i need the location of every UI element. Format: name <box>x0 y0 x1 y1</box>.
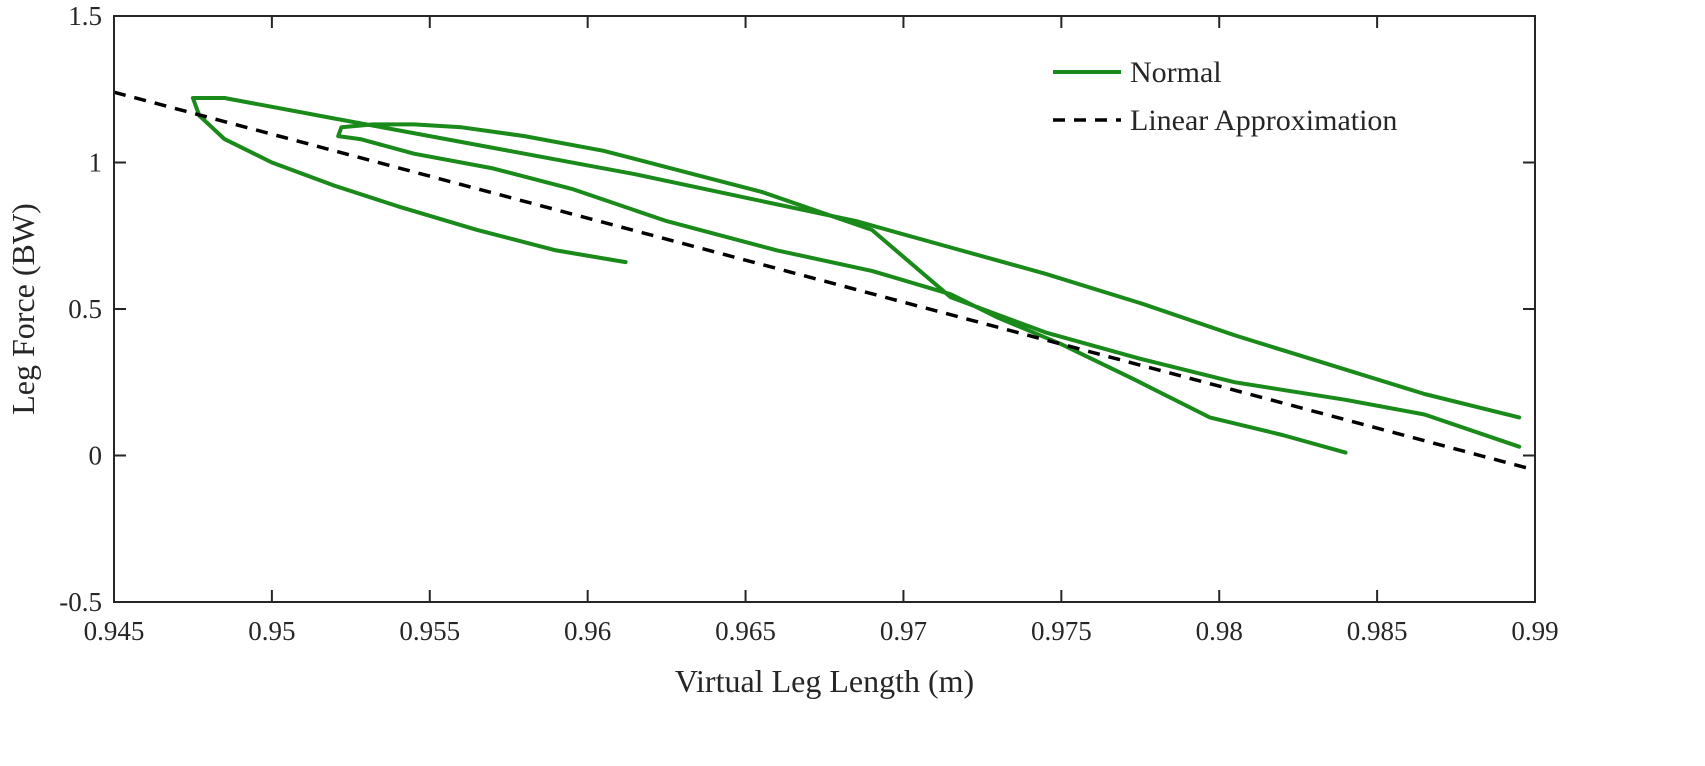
y-tick-label: -0.5 <box>59 587 102 617</box>
series-line-2 <box>113 90 1536 472</box>
x-tick-label: 0.95 <box>248 616 295 646</box>
legend-label-0: Normal <box>1130 56 1222 89</box>
series-line-0 <box>190 96 1522 420</box>
x-tick-label: 0.98 <box>1196 616 1243 646</box>
axes: 0.945 0.95 0.955 0.96 0.965 0.97 0.975 0.98 0.98… <box>59 1 1558 646</box>
plot-area <box>113 90 1536 472</box>
y-tick-label: 1.5 <box>68 1 102 31</box>
series-line-1 <box>336 122 1522 455</box>
x-tick-label: 0.975 <box>1031 616 1092 646</box>
y-tick-label: 0 <box>89 441 103 471</box>
x-tick-label: 0.96 <box>564 616 611 646</box>
x-tick-label: 0.965 <box>715 616 776 646</box>
legend-label-1: Linear Approximation <box>1130 104 1397 137</box>
x-tick-label: 0.97 <box>880 616 927 646</box>
x-tick-label: 0.945 <box>84 616 145 646</box>
legend: Normal Linear Approximation <box>1053 56 1397 137</box>
y-tick-label: 0.5 <box>68 294 102 324</box>
x-axis-label: Virtual Leg Length (m) <box>675 663 974 699</box>
y-axis-label: Leg Force (BW) <box>5 203 41 414</box>
x-tick-label: 0.99 <box>1511 616 1558 646</box>
y-tick-label: 1 <box>89 148 103 178</box>
x-tick-label: 0.985 <box>1347 616 1408 646</box>
x-tick-label: 0.955 <box>399 616 460 646</box>
